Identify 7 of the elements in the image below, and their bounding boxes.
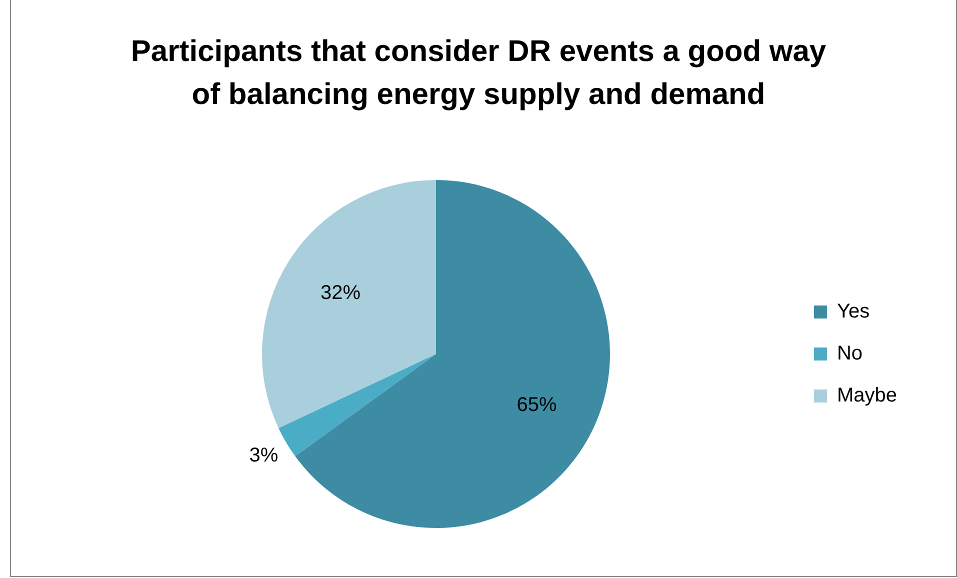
legend-label: No [836, 342, 863, 365]
data-label: 65% [516, 394, 557, 416]
legend-label: Yes [836, 300, 870, 323]
data-label: 32% [320, 282, 361, 304]
legend-label: Maybe [836, 384, 897, 407]
data-label: 3% [249, 444, 278, 466]
chart-title: Participants that consider DR events a good way of balancing energy supply and demand [130, 34, 828, 113]
